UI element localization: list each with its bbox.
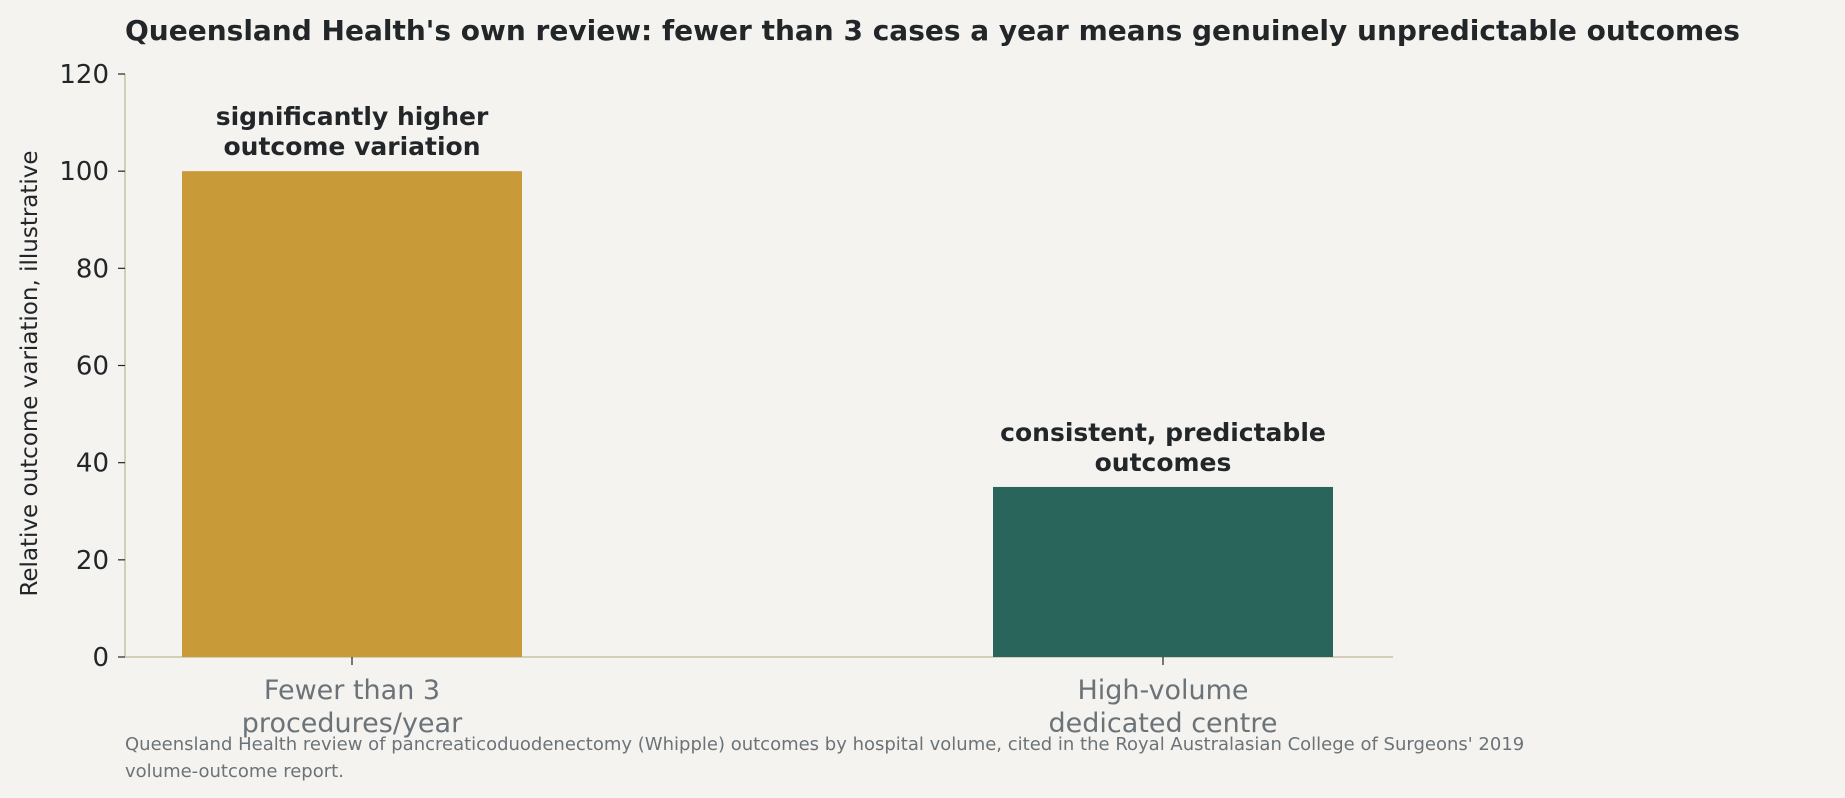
y-tick-label: 40 (76, 449, 109, 479)
y-axis-label: Relative outcome variation, illustrative (17, 150, 43, 596)
y-tick-label: 100 (59, 157, 109, 187)
chart-title: Queensland Health's own review: fewer th… (125, 14, 1740, 47)
y-tick-label: 20 (76, 546, 109, 576)
y-tick-label: 0 (92, 643, 109, 673)
source-note: Queensland Health review of pancreaticod… (125, 734, 1525, 782)
x-tick-label: Fewer than 3 procedures/year (242, 675, 463, 739)
y-tick-label: 80 (76, 254, 109, 284)
bar-annotation: consistent, predictable outcomes (1000, 418, 1326, 477)
x-tick-label: High-volume dedicated centre (1049, 675, 1278, 739)
bar-annotation: significantly higher outcome variation (216, 102, 489, 161)
y-tick-label: 60 (76, 352, 109, 382)
y-tick-label: 120 (59, 60, 109, 90)
bar (993, 486, 1333, 657)
bar (182, 171, 522, 657)
